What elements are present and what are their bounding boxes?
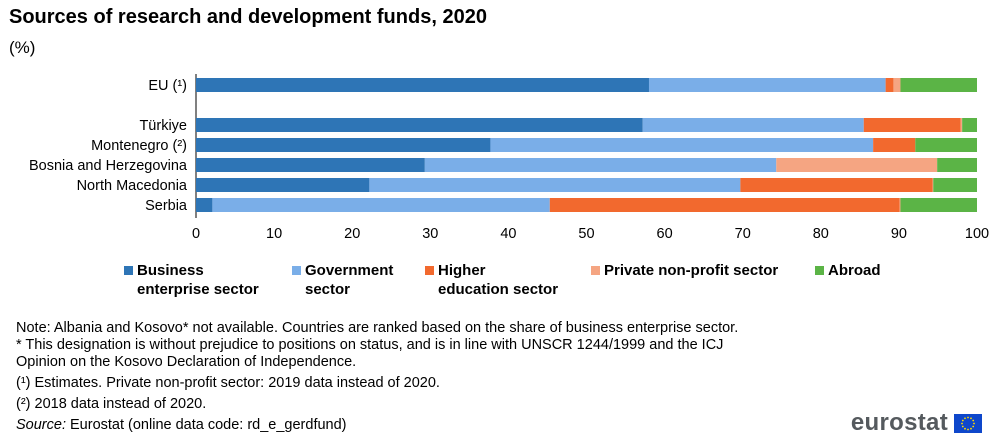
bar-segment-5-2 — [549, 198, 900, 212]
legend-label-abroad: Abroad — [828, 262, 881, 279]
flag-star — [961, 419, 964, 421]
category-label-2: Montenegro (²) — [91, 138, 187, 154]
bar-segment-1-4 — [962, 118, 977, 132]
flag-star — [967, 416, 969, 418]
logo-wordmark: eurostat — [850, 409, 948, 436]
bar-segment-4-3 — [932, 178, 934, 192]
legend-item-higher-education: Higher education sector — [425, 261, 558, 299]
bar-segment-4-4 — [933, 178, 977, 192]
legend-swatch-abroad — [815, 266, 824, 275]
bar-segment-5-0 — [196, 198, 213, 212]
category-label-1: Türkiye — [139, 118, 187, 134]
category-label-3: Bosnia and Herzegovina — [29, 158, 188, 174]
x-tick-label-9: 90 — [891, 226, 907, 242]
note-availability: Note: Albania and Kosovo* not available.… — [16, 320, 739, 336]
flag-star — [961, 425, 964, 427]
note-kosovo-line2: Opinion on the Kosovo Declaration of Ind… — [16, 354, 357, 370]
legend-item-private-non-profit: Private non-profit sector — [591, 261, 778, 280]
legend-label-private-non-profit: Private non-profit sector — [604, 262, 779, 279]
flag-star — [973, 422, 975, 424]
bar-segment-0-2 — [885, 78, 894, 92]
flag-star — [964, 427, 966, 430]
bar-segment-2-2 — [873, 138, 916, 152]
x-tick-label-2: 20 — [344, 226, 360, 242]
source-text: Eurostat (online data code: rd_e_gerdfun… — [65, 417, 347, 433]
x-tick-label-5: 50 — [578, 226, 594, 242]
x-tick-label-0: 0 — [192, 226, 200, 242]
bar-segment-0-1 — [648, 78, 886, 92]
flag-star — [972, 425, 975, 427]
bar-segment-4-1 — [369, 178, 741, 192]
x-tick-label-4: 40 — [500, 226, 516, 242]
legend-item-business: Business enterprise sector — [124, 261, 259, 299]
bar-segment-1-3 — [960, 118, 963, 132]
bar-segment-0-3 — [893, 78, 901, 92]
bar-segment-5-3 — [899, 198, 901, 212]
flag-background — [954, 413, 982, 433]
category-label-0: EU (¹) — [148, 78, 187, 94]
bar-segment-4-2 — [740, 178, 933, 192]
legend-swatch-business — [124, 266, 133, 275]
chart-notes: Note: Albania and Kosovo* not available.… — [16, 320, 836, 434]
bar-segment-5-1 — [212, 198, 550, 212]
bar-segment-0-4 — [900, 78, 977, 92]
flag-star — [967, 428, 969, 430]
legend-label-higher-education: Higher education sector — [438, 262, 559, 298]
chart-title: Sources of research and development fund… — [9, 6, 487, 28]
x-tick-label-1: 10 — [266, 226, 282, 242]
flag-star — [972, 419, 975, 421]
x-tick-label-3: 30 — [422, 226, 438, 242]
chart-legend: Business enterprise sector Government sect… — [0, 261, 1000, 301]
stacked-bar-chart: EU (¹) Türkiye Montenegro (²) Bosnia and He… — [29, 74, 989, 242]
note-montenegro: (²) 2018 data instead of 2020. — [16, 396, 207, 412]
bar-segment-5-4 — [900, 198, 977, 212]
note-source: Source: Eurostat (online data code: rd_e… — [16, 417, 836, 434]
legend-item-abroad: Abroad — [815, 261, 881, 280]
x-tick-label-7: 70 — [735, 226, 751, 242]
flag-star — [964, 416, 966, 419]
legend-swatch-government — [292, 266, 301, 275]
note-estimates: (¹) Estimates. Private non-profit sector… — [16, 375, 440, 391]
legend-swatch-private-non-profit — [591, 266, 600, 275]
x-tick-label-8: 80 — [813, 226, 829, 242]
eu-flag-icon — [954, 413, 982, 433]
bar-segment-1-0 — [196, 118, 643, 132]
flag-star — [961, 422, 963, 424]
chart-subtitle: (%) — [9, 38, 36, 57]
flag-star — [970, 416, 972, 419]
bar-segment-2-1 — [490, 138, 874, 152]
bar-segment-4-0 — [196, 178, 370, 192]
category-label-4: North Macedonia — [77, 178, 188, 194]
note-kosovo-line1: * This designation is without prejudice … — [16, 337, 724, 353]
x-tick-label-6: 60 — [657, 226, 673, 242]
legend-label-government: Government sector — [305, 262, 394, 298]
bar-segment-3-4 — [937, 158, 977, 172]
legend-item-government: Government sector — [292, 261, 393, 299]
bar-segment-3-3 — [776, 158, 938, 172]
source-label: Source: — [16, 417, 66, 433]
bar-segment-0-0 — [196, 78, 649, 92]
bar-segment-1-2 — [863, 118, 961, 132]
bar-segment-2-0 — [196, 138, 491, 152]
x-tick-label-10: 100 — [965, 226, 989, 242]
bar-segment-1-1 — [642, 118, 864, 132]
bar-segment-3-1 — [424, 158, 777, 172]
bar-segment-2-4 — [915, 138, 977, 152]
category-label-5: Serbia — [145, 198, 188, 214]
bar-segment-3-0 — [196, 158, 425, 172]
flag-star — [970, 427, 972, 430]
legend-label-business: Business enterprise sector — [137, 262, 259, 298]
legend-swatch-higher-education — [425, 266, 434, 275]
eurostat-logo: eurostat — [851, 409, 982, 437]
